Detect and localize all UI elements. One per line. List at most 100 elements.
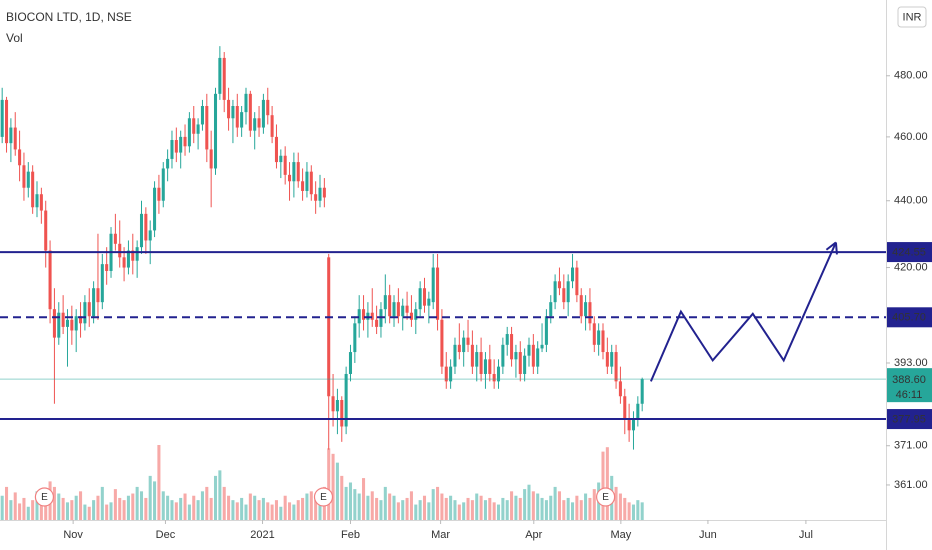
candle-body	[0, 99, 4, 137]
volume-bar	[135, 486, 139, 520]
volume-bar	[575, 495, 579, 520]
candle-body	[618, 381, 622, 397]
candle-body	[261, 99, 265, 128]
volume-bar	[157, 445, 161, 520]
candle-body	[13, 127, 17, 150]
volume-bar	[113, 489, 117, 520]
volume-bar	[205, 486, 209, 520]
candle-body	[309, 171, 313, 195]
volume-bar	[31, 500, 35, 520]
last-price-box	[887, 368, 932, 403]
volume-bar	[344, 486, 348, 520]
volume-bar	[418, 500, 422, 520]
volume-bar	[70, 500, 74, 520]
candle-body	[292, 162, 296, 182]
x-tick-label: Apr	[525, 529, 542, 541]
candle-body	[614, 352, 618, 382]
candle-body	[83, 302, 87, 324]
candle-body	[553, 281, 557, 303]
volume-bar	[457, 504, 461, 520]
volume-bar	[436, 486, 440, 520]
candle-body	[279, 155, 283, 163]
candle-body	[170, 140, 174, 159]
x-tick-label: Dec	[156, 529, 176, 541]
volume-bar	[174, 502, 178, 520]
volume-label: Vol	[6, 31, 23, 45]
candle-body	[514, 352, 518, 360]
candle-body	[274, 136, 278, 163]
volume-bar	[314, 500, 318, 520]
volume-bar	[366, 495, 370, 520]
candle-body	[348, 352, 353, 374]
volume-bar	[100, 486, 104, 520]
volume-bar	[357, 493, 361, 520]
volume-bar	[571, 502, 575, 520]
candle-body	[244, 93, 248, 113]
x-tick-label: Mar	[431, 529, 450, 541]
candle-body	[22, 165, 26, 188]
candle-body	[161, 168, 165, 201]
volume-bar	[240, 497, 244, 520]
volume-bar	[557, 491, 561, 520]
candle-body	[87, 302, 91, 317]
volume-bar	[22, 497, 26, 520]
volume-bar	[309, 491, 313, 520]
candle-body	[440, 319, 444, 367]
volume-bar	[200, 491, 204, 520]
volume-bar	[488, 497, 492, 520]
candle-body	[405, 305, 409, 313]
y-tick-label: 460.00	[894, 131, 928, 143]
candle-body	[179, 136, 183, 153]
candle-body	[562, 288, 566, 303]
volume-bar	[92, 500, 96, 520]
candle-body	[496, 366, 501, 382]
candle-body	[466, 337, 470, 345]
y-tick-label: 440.00	[894, 195, 928, 207]
volume-bar	[392, 495, 396, 520]
event-label: E	[41, 492, 48, 503]
volume-bar	[396, 502, 400, 520]
countdown-label: 46:11	[896, 389, 923, 401]
candle-body	[409, 312, 413, 320]
candle-body	[283, 155, 287, 175]
candle-body	[340, 399, 344, 427]
volume-bar	[222, 486, 226, 520]
y-tick-label: 480.00	[894, 70, 928, 82]
candle-body	[65, 319, 70, 327]
candle-body	[370, 312, 374, 320]
volume-bar	[514, 495, 518, 520]
candle-body	[100, 264, 104, 303]
volume-bar	[296, 500, 300, 520]
volume-bar	[340, 475, 344, 520]
candle-body	[270, 115, 274, 137]
volume-bar	[57, 493, 61, 520]
volume-bar	[126, 495, 130, 520]
volume-bar	[261, 497, 265, 520]
candle-body	[331, 396, 335, 412]
candle-body	[266, 99, 270, 116]
candle-body	[444, 366, 448, 382]
candle-body	[531, 344, 535, 367]
candle-body	[18, 149, 22, 166]
candle-body	[510, 334, 514, 360]
candle-body	[26, 171, 30, 188]
level-label: 405.70	[892, 312, 926, 324]
volume-bar	[462, 502, 466, 520]
candle-body	[540, 344, 544, 349]
candle-body	[122, 257, 126, 268]
volume-bar	[327, 448, 331, 520]
candle-body	[105, 264, 109, 271]
candle-body	[314, 194, 318, 201]
candle-body	[218, 57, 222, 94]
candle-body	[39, 194, 43, 211]
candle-body	[414, 309, 418, 320]
volume-bar	[183, 493, 187, 520]
candle-body	[118, 243, 122, 258]
volume-bar	[466, 497, 470, 520]
volume-bar	[623, 497, 627, 520]
y-tick-label: 393.00	[894, 357, 928, 369]
volume-bar	[518, 497, 522, 520]
event-marker	[34, 487, 55, 507]
volume-bar	[148, 475, 152, 520]
